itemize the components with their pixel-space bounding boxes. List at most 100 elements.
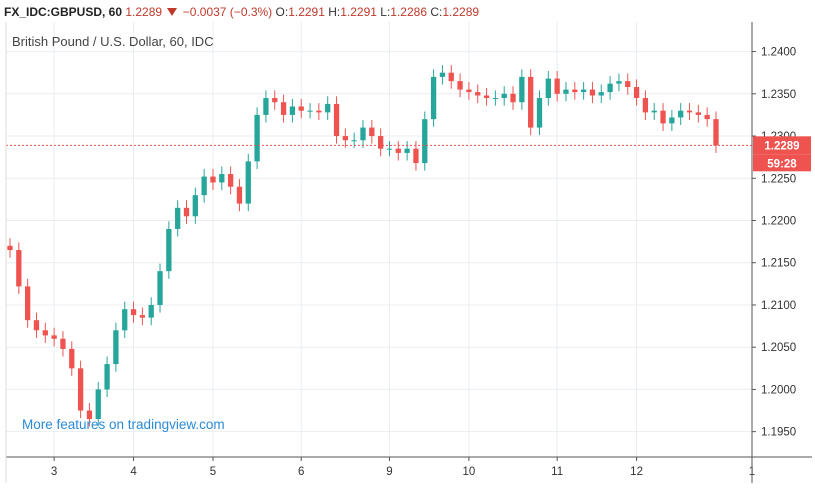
candle-body xyxy=(51,335,57,339)
candle-body xyxy=(633,87,640,99)
y-tick-label: 1.2150 xyxy=(761,258,796,270)
candle-body xyxy=(77,368,84,411)
candle-body xyxy=(122,309,128,331)
price-label-bg xyxy=(753,136,811,155)
candle-body xyxy=(104,364,110,390)
candle-body xyxy=(430,76,437,120)
price-change: −0.0037 (−0.3%) xyxy=(182,4,273,19)
candle-body xyxy=(589,89,596,96)
y-tick-label: 1.2100 xyxy=(761,300,796,312)
candle-body xyxy=(316,110,322,113)
candle-body xyxy=(33,320,40,331)
candle-body xyxy=(325,103,331,113)
candle-body xyxy=(130,309,137,316)
candle-body xyxy=(263,98,269,115)
candle-body xyxy=(360,127,366,141)
candle-body xyxy=(713,119,719,146)
candle-body xyxy=(219,174,225,183)
low-label: L: xyxy=(380,4,391,19)
candle-body xyxy=(289,106,296,115)
high-label: H: xyxy=(328,4,341,19)
candle-body xyxy=(616,81,622,84)
candle-body xyxy=(580,89,587,93)
x-tick-label: 12 xyxy=(630,466,643,478)
candle-body xyxy=(7,245,13,251)
candle-body xyxy=(16,250,22,287)
candle-body xyxy=(554,78,560,94)
candle-body xyxy=(528,76,534,128)
candle-body xyxy=(298,106,304,111)
price-label: 1.2289 xyxy=(764,140,799,152)
candle-body xyxy=(254,114,260,162)
high-value: 1.2291 xyxy=(340,4,377,19)
candle-body xyxy=(245,161,251,204)
candle-body xyxy=(183,207,190,217)
candle-body xyxy=(69,348,75,369)
x-tick-label: 4 xyxy=(130,466,137,478)
y-tick-label: 1.2000 xyxy=(761,384,796,396)
candle-body xyxy=(598,92,604,96)
countdown-label-bg xyxy=(753,154,811,172)
candle-body xyxy=(86,410,93,419)
candle-body xyxy=(545,78,551,99)
plot-area xyxy=(6,22,752,457)
candle-body xyxy=(395,148,401,153)
candle-body xyxy=(563,89,569,94)
candle-body xyxy=(386,148,393,150)
candle-body xyxy=(492,98,499,100)
candle-body xyxy=(669,117,675,124)
symbol-header: FX_IDC:GBPUSD, 60 1.2289 −0.0037 (−0.3%)… xyxy=(0,0,815,22)
candle-body xyxy=(25,286,31,321)
candle-body xyxy=(210,176,216,183)
candle-body xyxy=(333,103,340,137)
candle-body xyxy=(704,114,710,120)
candle-body xyxy=(642,98,649,113)
candle-body xyxy=(192,195,198,217)
x-tick-label: 10 xyxy=(463,466,476,478)
candle-body xyxy=(651,110,657,113)
candle-body xyxy=(404,148,410,153)
candle-body xyxy=(572,89,578,93)
candle-body xyxy=(280,102,287,115)
candle-body xyxy=(457,81,463,90)
candle-body xyxy=(483,95,490,99)
candle-body xyxy=(342,136,348,141)
candle-body xyxy=(519,76,525,103)
y-tick-label: 1.2250 xyxy=(761,173,796,185)
candle-body xyxy=(660,110,666,124)
candle-body xyxy=(139,315,146,318)
candle-body xyxy=(113,330,119,365)
candle-body xyxy=(369,127,375,137)
down-arrow-icon xyxy=(167,7,178,16)
candle-body xyxy=(157,271,163,305)
x-tick-label: 6 xyxy=(298,466,304,478)
y-tick-label: 1.2400 xyxy=(761,47,796,59)
countdown-label: 59:28 xyxy=(767,158,797,170)
candle-body xyxy=(466,89,472,93)
close-value: 1.2289 xyxy=(442,4,480,19)
candle-body xyxy=(475,92,481,96)
last-price: 1.2289 xyxy=(125,4,163,19)
open-value: 1.2291 xyxy=(288,4,325,19)
y-tick-label: 1.2050 xyxy=(761,342,796,354)
low-value: 1.2286 xyxy=(390,4,427,19)
x-tick-label: 5 xyxy=(210,466,216,478)
y-tick-label: 1.2350 xyxy=(761,89,796,101)
candle-body xyxy=(227,174,234,187)
candle-body xyxy=(501,93,507,99)
candle-body xyxy=(148,304,154,318)
symbol-label: FX_IDC:GBPUSD, 60 xyxy=(4,4,123,19)
candle-body xyxy=(448,72,454,82)
candle-body xyxy=(95,389,101,419)
candle-body xyxy=(686,110,693,113)
y-tick-label: 1.2200 xyxy=(761,215,796,227)
candle-body xyxy=(536,98,543,128)
candle-body xyxy=(307,110,313,112)
close-label: C: xyxy=(430,4,443,19)
candle-body xyxy=(236,186,243,204)
chart-subtitle: British Pound / U.S. Dollar, 60, IDC xyxy=(12,34,214,49)
candle-body xyxy=(175,207,181,229)
candle-body xyxy=(607,83,613,93)
watermark-link[interactable]: More features on tradingview.com xyxy=(22,417,225,432)
